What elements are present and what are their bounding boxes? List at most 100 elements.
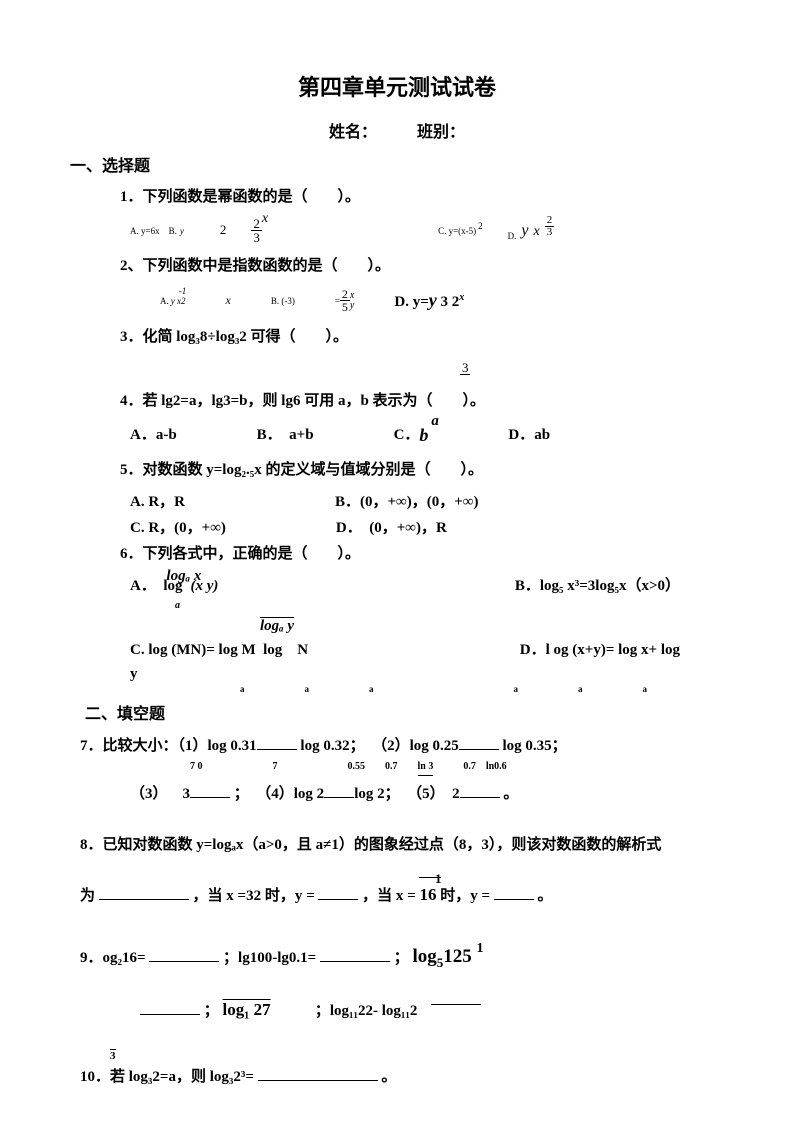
q7-blank-3: [190, 784, 230, 798]
q8-c: ，当 x =32 时，y =: [193, 888, 315, 904]
page-title: 第四章单元测试试卷: [70, 70, 724, 105]
q2-d-rest: 3 2: [437, 294, 460, 310]
q9-blank-1: [149, 948, 219, 962]
q7-s1: 7 0: [190, 759, 203, 776]
q2-c-den: 5: [340, 301, 350, 313]
q8-blank-2: [318, 886, 358, 900]
q1-opt-d-frac-d: 3: [545, 227, 555, 238]
question-4: 4．若 lg2=a，lg3=b，则 lg6 可用 a，b 表示为（ ）。: [120, 389, 724, 413]
q4-c-pre: C．: [394, 423, 420, 447]
question-5: 5．对数函数 y=log₂.₅x 的定义域与值域分别是（ ）。: [120, 458, 724, 482]
q3-value: 3: [460, 352, 724, 381]
q8-f: 。: [538, 888, 553, 904]
q1-frac-num: 2: [251, 217, 262, 231]
q7-s5: ln 3: [418, 759, 434, 776]
q4-b: B． a+b: [257, 423, 314, 447]
question-1: 1．下列函数是幂函数的是（ ）。: [120, 185, 724, 209]
q8-blank-3: [494, 886, 534, 900]
q7-blank-1: [257, 736, 297, 750]
q9-log127: log₁ 27: [223, 1000, 271, 1019]
q7-s3: 0.55: [348, 759, 366, 776]
q2-a-sup: -1: [179, 284, 187, 298]
question-9: 9．og₂16= ；lg100-lg0.1= ； log5125 1 ； log…: [80, 942, 724, 1065]
q1-options: A. y=6x B. y 2 2 3 x C. y=(x-5) 2 D. y x…: [130, 217, 724, 244]
q10-end: 。: [381, 1069, 396, 1085]
q6-sa4: a: [514, 682, 519, 696]
q2-d-x: x: [459, 292, 464, 303]
q9-log: log: [412, 946, 436, 967]
q6-b: B．log₅ x³=3log₅x（x>0）: [515, 574, 680, 598]
q4-options: A．a-b B． a+b C． a b D．ab: [130, 421, 724, 450]
q1-opt-d-frac-n: 2: [545, 215, 555, 227]
section-2-heading: 二、填空题: [85, 702, 724, 728]
question-6: 6．下列各式中，正确的是（ ）。: [120, 542, 724, 566]
q7-2c: log 2； （5） 2: [354, 786, 459, 802]
q8-b: 为: [80, 888, 95, 904]
q7-2d: 。: [503, 786, 518, 802]
q9-c: ；: [394, 950, 409, 966]
q1-frac-den: 3: [251, 231, 262, 244]
q4-d: D．ab: [508, 423, 550, 447]
q6-sa1: a: [240, 682, 245, 696]
q5-d: D． (0，+∞)，R: [336, 516, 447, 540]
q9-2b: ；log₁₁22- log₁₁2: [315, 1003, 418, 1019]
question-8: 8．已知对数函数 y=logₐx（a>0，且 a≠1）的图象经过点（8，3），则…: [80, 833, 724, 908]
q6-sa3: a: [369, 682, 374, 696]
q7-blank-4: [324, 784, 354, 798]
page-subtitle: 姓名： 班别：: [70, 120, 724, 146]
q7-blank-5: [460, 784, 500, 798]
q7-s2: 7: [273, 759, 278, 776]
q7-1c: log 0.35；: [503, 738, 567, 754]
q1-opt-d-y: y: [521, 218, 528, 244]
q1-opt-c-2: 2: [478, 219, 483, 233]
q9-blank-2: [320, 948, 390, 962]
question-7: 7．比较大小：（1）log 0.31 log 0.32； （2）log 0.25…: [80, 734, 724, 806]
q7-2a: （3） 3: [130, 786, 190, 802]
q9-frac: 3: [110, 1049, 116, 1062]
q1-x: x: [262, 208, 268, 230]
q1-opt-c: C. y=(x-5): [438, 224, 476, 238]
q6-sa6: a: [643, 682, 648, 696]
q5-options: A. R，R B．(0，+∞)，(0，+∞) C. R，(0，+∞) D． (0…: [130, 490, 724, 540]
q6-c: C. log (MN)= log M log N: [130, 638, 308, 662]
q5-c: C. R，(0，+∞): [130, 516, 226, 540]
q6-sa5: a: [578, 682, 583, 696]
q9-1: 1: [476, 941, 483, 956]
q10-blank: [258, 1067, 378, 1081]
question-3: 3．化简 log₃8÷log₃2 可得（ ）。: [120, 325, 724, 349]
q2-opt-d: D. y=: [394, 294, 428, 310]
q4-a: A．a-b: [130, 423, 177, 447]
q7-s7: ln0.6: [486, 759, 507, 776]
q2-options: A. -1 y x2 x B. (-3) = 2 5 x y D. y=y 3 …: [160, 286, 724, 315]
q6-d: D．l og (x+y)= log x+ log: [520, 638, 680, 662]
q2-opt-b: B. (-3): [271, 294, 295, 308]
question-10: 10．若 log₃2=a，则 log₃2³= 。: [80, 1065, 724, 1089]
q6-a-sub: a: [175, 598, 724, 614]
q9-125: 125: [443, 946, 472, 967]
q5-a: A. R，R: [130, 490, 185, 514]
q7-blank-2: [459, 736, 499, 750]
q1-opt-d: D.: [508, 229, 517, 243]
q4-c-a: a: [431, 409, 439, 433]
q7-s4: 0.7: [385, 759, 398, 776]
q7-s6: 0.7: [463, 759, 476, 776]
q1-opt-d-x: x: [534, 221, 540, 243]
q8-d: ，当 x =: [362, 888, 416, 904]
q9-blank-3: [140, 1001, 200, 1015]
q8-16: 16: [419, 885, 436, 904]
q2-c-y: y: [350, 301, 354, 311]
q9-b: ；lg100-lg0.1=: [223, 950, 316, 966]
q3-num: 3: [460, 361, 471, 374]
question-2: 2、下列函数中是指数函数的是（ ）。: [120, 254, 724, 278]
q9-blank-4: [431, 991, 481, 1005]
q10-text: 10．若 log₃2=a，则 log₃2³=: [80, 1069, 254, 1085]
q7-1a: 7．比较大小：（1）log 0.31: [80, 738, 257, 754]
q9-5: 5: [437, 955, 444, 970]
q2-x: x: [226, 291, 231, 310]
q6-loga-bot: logₐ y: [260, 618, 294, 634]
q6-loga-top: logₐ x: [166, 568, 201, 585]
q8-e: 时，y =: [440, 888, 490, 904]
q7-1b: log 0.32； （2）log 0.25: [300, 738, 458, 754]
q1-opt-a: A. y=6x B.: [130, 224, 177, 238]
q9-2a: ；: [204, 1003, 219, 1019]
